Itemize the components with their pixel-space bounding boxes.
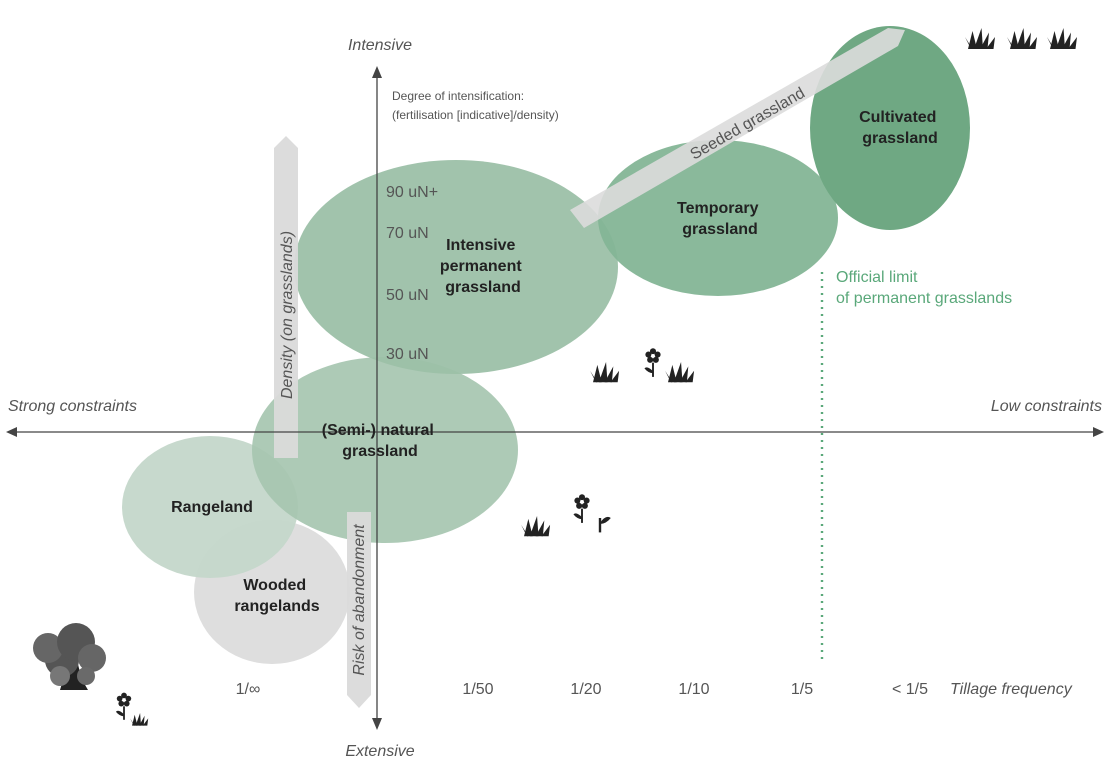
axis-label-extensive: Extensive: [345, 743, 414, 760]
y-tick: 70 uN: [386, 225, 429, 242]
axis-label-strong-constraints: Strong constraints: [8, 398, 137, 415]
flower-icon-bottom-left: [115, 691, 133, 721]
x-tick: 1/20: [570, 681, 601, 698]
vertical-axis: [372, 66, 382, 730]
region-cultivated-grassland: [810, 26, 970, 230]
label-seminatural-grassland: (Semi-) natural grassland: [322, 422, 438, 460]
y-tick: 90 uN+: [386, 184, 438, 201]
y-axis-title-line1: Degree of intensification:: [392, 89, 524, 103]
region-temporary-grassland: [598, 140, 838, 296]
grass-flower-icons-middle: [590, 347, 695, 383]
region-rangeland: [122, 436, 298, 578]
region-seminatural-grassland: [252, 357, 518, 543]
axis-label-tillage-frequency: Tillage frequency: [950, 681, 1073, 698]
label-cultivated-grassland: Cultivated grassland: [859, 109, 941, 147]
label-rangeland: Rangeland: [171, 499, 253, 516]
abandonment-arrow: Risk of abandonment: [347, 512, 371, 708]
region-intensive-permanent-grassland: [294, 160, 618, 374]
density-label: Density (on grasslands): [279, 231, 296, 399]
x-tick: 1/∞: [236, 681, 261, 698]
density-arrow: Density (on grasslands): [274, 136, 298, 458]
official-limit-label: Official limit of permanent grasslands: [836, 269, 1012, 307]
x-tick: 1/10: [678, 681, 709, 698]
grass-icons-top-right: [965, 28, 1077, 49]
horizontal-axis: [6, 427, 1104, 437]
x-tick: < 1/5: [892, 681, 928, 698]
label-wooded-rangelands: Wooded rangelands: [234, 577, 319, 615]
label-temporary-grassland: Temporary grassland: [677, 200, 763, 238]
abandonment-label: Risk of abandonment: [351, 524, 368, 676]
x-tick: 1/5: [791, 681, 813, 698]
label-intensive-permanent-grassland: Intensive permanent grassland: [440, 237, 526, 296]
x-tick: 1/50: [462, 681, 493, 698]
axis-label-intensive: Intensive: [348, 37, 412, 54]
grass-icon-bottom-left: [130, 713, 149, 726]
y-axis-title-line2: (fertilisation [indicative]/density): [392, 108, 559, 122]
tree-icon: [33, 623, 106, 690]
y-tick: 50 uN: [386, 287, 429, 304]
grass-flower-icons-lower: [521, 493, 612, 537]
axis-label-low-constraints: Low constraints: [991, 398, 1102, 415]
y-tick: 30 uN: [386, 346, 429, 363]
